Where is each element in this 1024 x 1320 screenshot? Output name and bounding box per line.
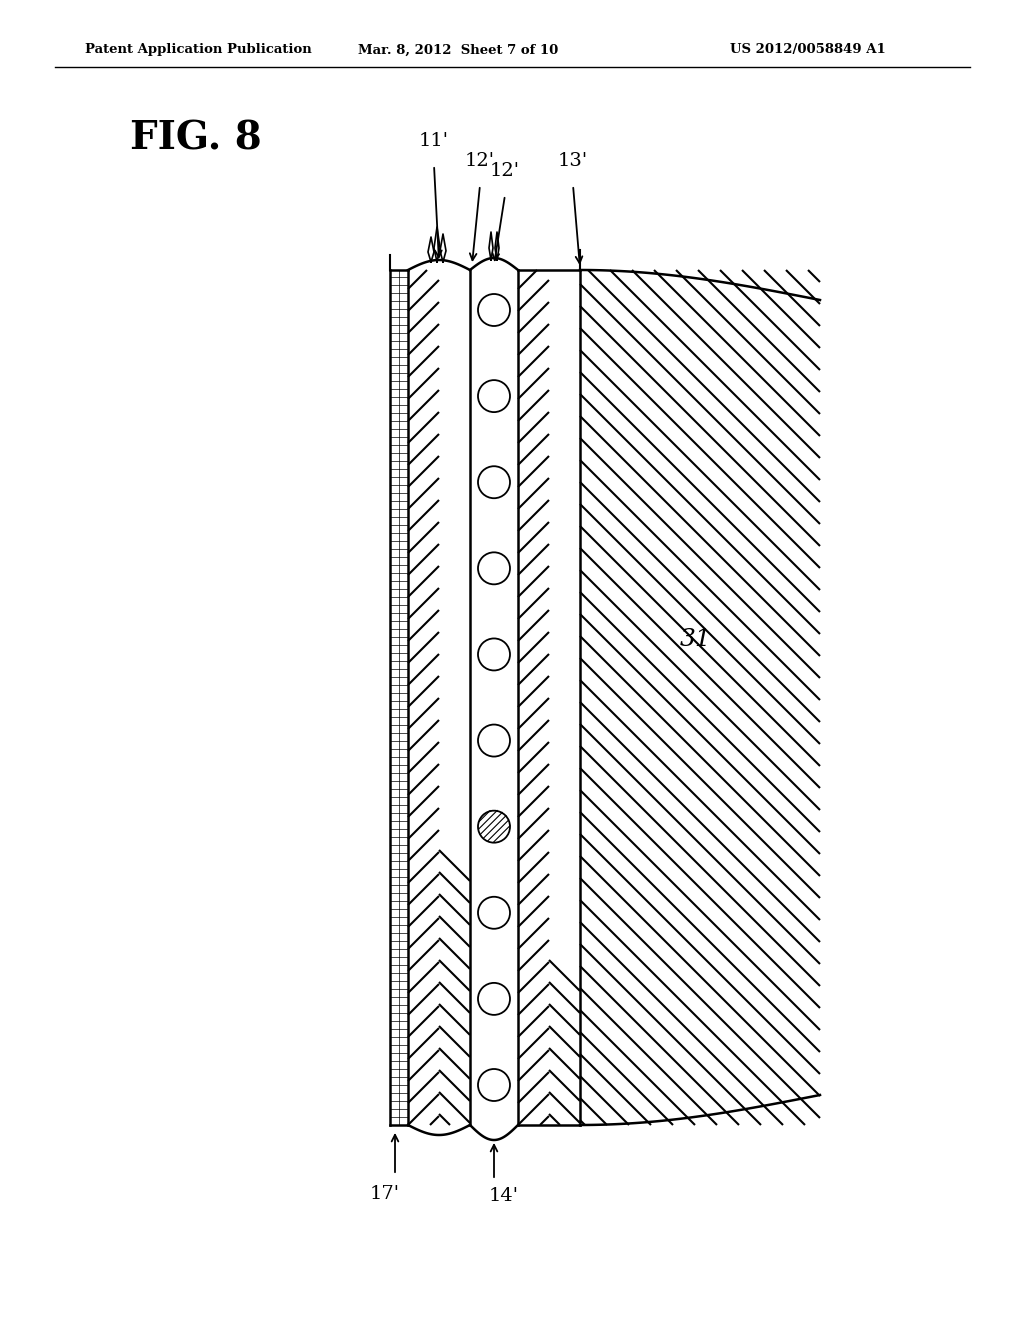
Text: Patent Application Publication: Patent Application Publication	[85, 44, 311, 57]
Circle shape	[478, 896, 510, 929]
Bar	[518, 271, 580, 1125]
Text: 31: 31	[680, 628, 712, 652]
Text: US 2012/0058849 A1: US 2012/0058849 A1	[730, 44, 886, 57]
Circle shape	[478, 983, 510, 1015]
Text: 13': 13'	[558, 152, 588, 170]
Circle shape	[478, 380, 510, 412]
Circle shape	[478, 810, 510, 842]
Text: FIG. 8: FIG. 8	[130, 120, 262, 158]
Bar	[580, 271, 820, 1125]
Bar	[390, 271, 408, 1125]
Text: Mar. 8, 2012  Sheet 7 of 10: Mar. 8, 2012 Sheet 7 of 10	[358, 44, 558, 57]
Bar	[408, 271, 470, 1125]
Circle shape	[478, 294, 510, 326]
Bar	[470, 271, 518, 1125]
Text: 17': 17'	[370, 1185, 400, 1203]
Text: 14': 14'	[489, 1187, 519, 1205]
Text: 11': 11'	[419, 132, 449, 150]
Circle shape	[478, 466, 510, 498]
Circle shape	[478, 639, 510, 671]
Text: 12': 12'	[490, 162, 520, 180]
Text: 12': 12'	[465, 152, 495, 170]
Circle shape	[478, 1069, 510, 1101]
Circle shape	[478, 725, 510, 756]
Circle shape	[478, 552, 510, 585]
